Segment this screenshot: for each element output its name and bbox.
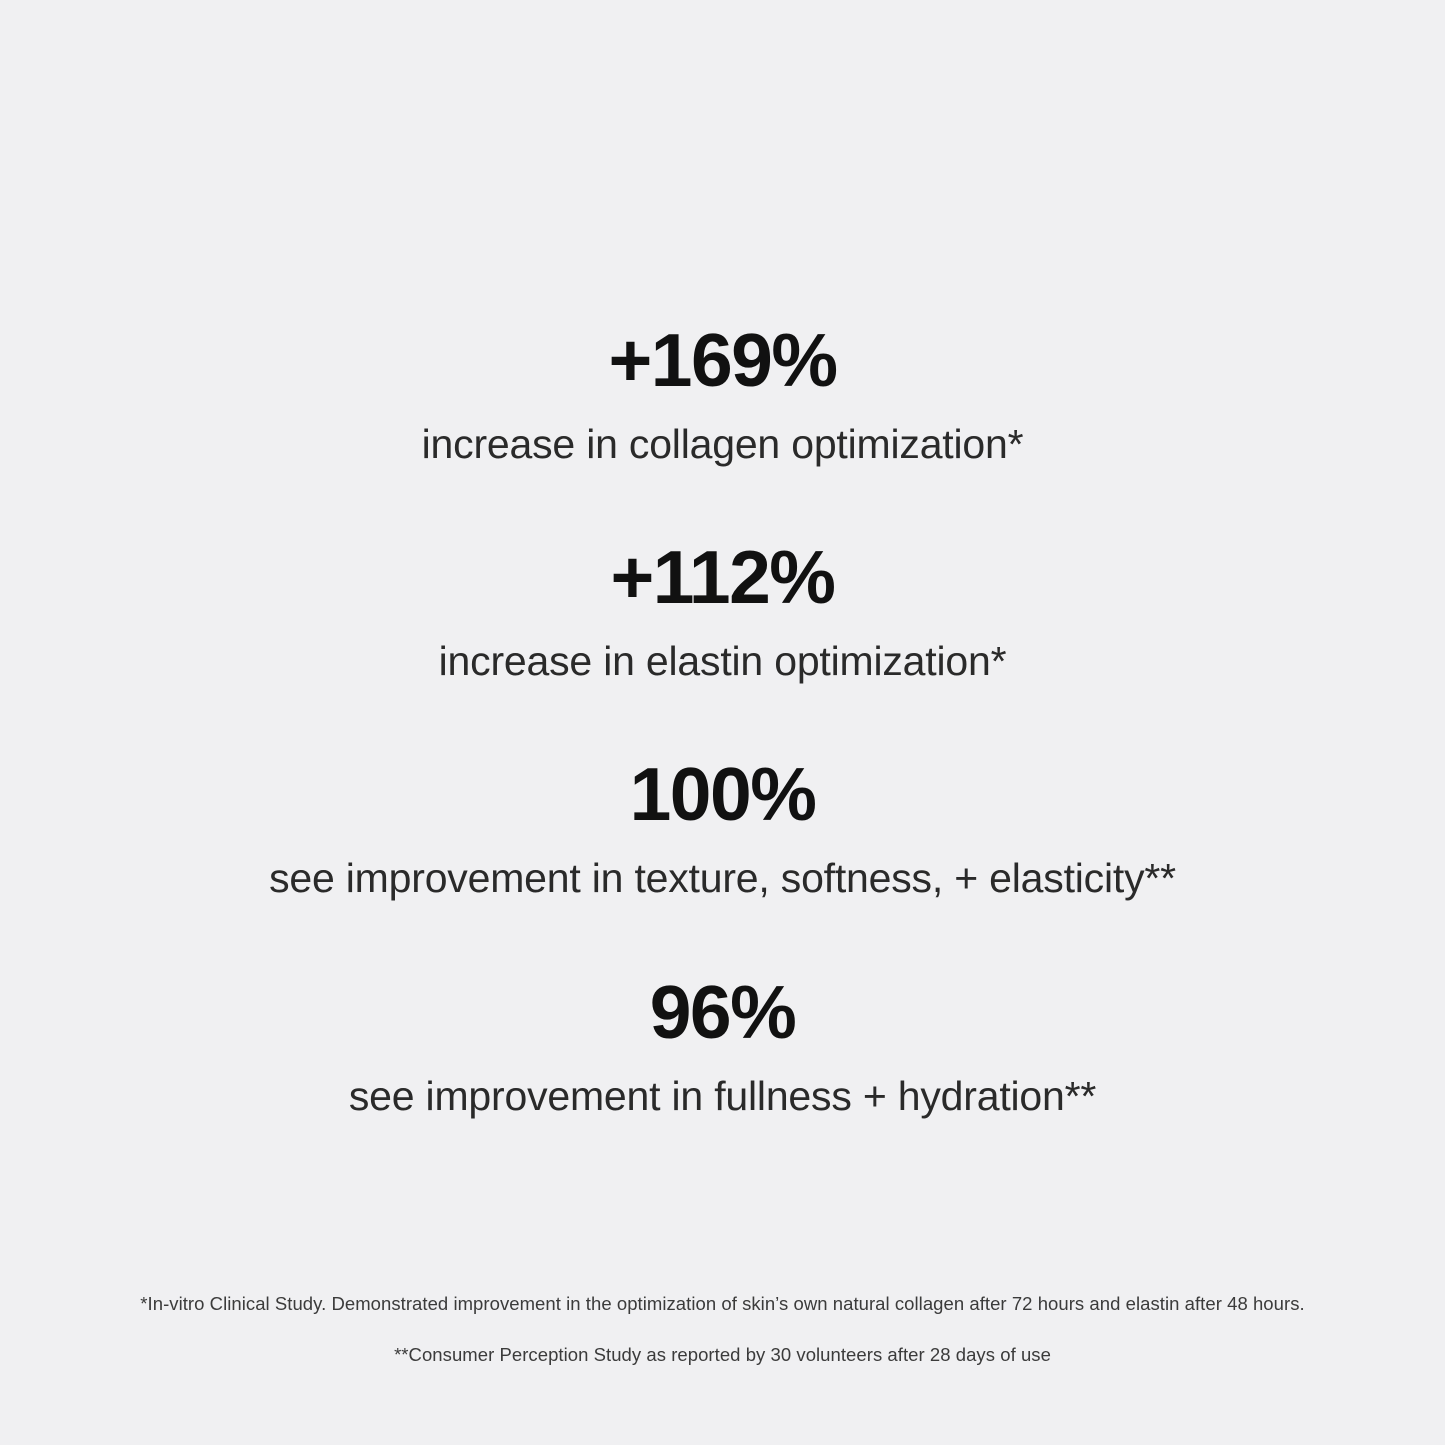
stat-block-collagen: +169% increase in collagen optimization* xyxy=(0,318,1445,469)
footnote-in-vitro-study: *In-vitro Clinical Study. Demonstrated i… xyxy=(140,1293,1305,1314)
stat-label: increase in collagen optimization* xyxy=(421,421,1024,467)
stat-block-texture-softness-elasticity: 100% see improvement in texture, softnes… xyxy=(0,752,1445,903)
footnotes: *In-vitro Clinical Study. Demonstrated i… xyxy=(0,1292,1445,1368)
stat-value: +169% xyxy=(608,318,838,402)
stat-block-fullness-hydration: 96% see improvement in fullness + hydrat… xyxy=(0,970,1445,1121)
footnote-consumer-perception-study: **Consumer Perception Study as reported … xyxy=(394,1343,1051,1365)
stats-list: +169% increase in collagen optimization*… xyxy=(0,318,1445,1121)
stat-value: +112% xyxy=(610,535,836,620)
stat-block-elastin: +112% increase in elastin optimization* xyxy=(0,535,1445,686)
stat-label: increase in elastin optimization* xyxy=(438,638,1007,685)
stat-label: see improvement in texture, softness, + … xyxy=(269,855,1176,902)
stat-label: see improvement in fullness + hydration*… xyxy=(348,1072,1097,1119)
stat-value: 96% xyxy=(649,969,797,1054)
stat-value: 100% xyxy=(629,752,817,837)
